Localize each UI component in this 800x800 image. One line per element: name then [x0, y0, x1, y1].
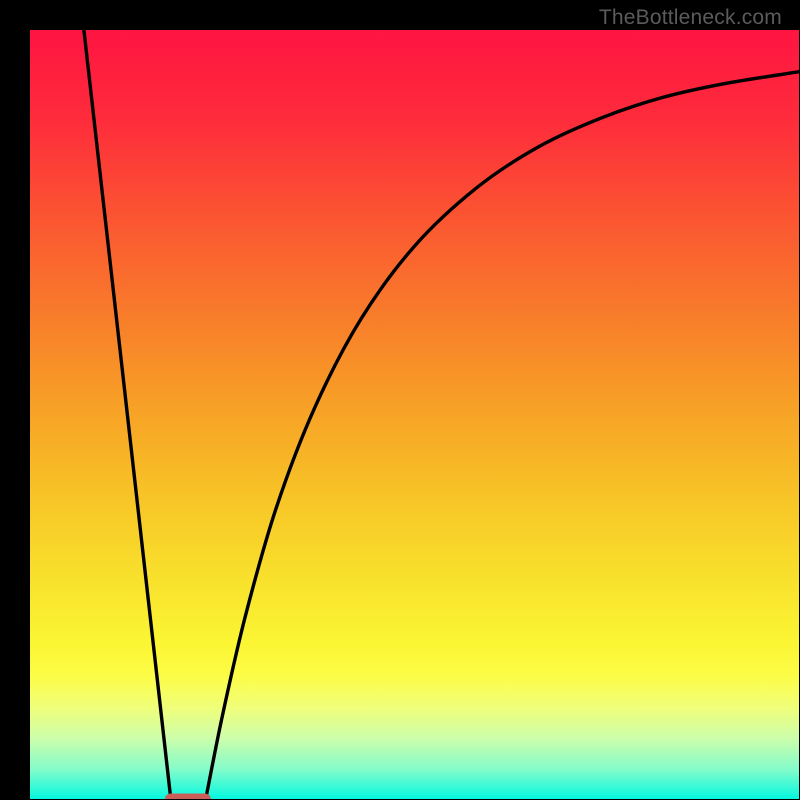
watermark-text: TheBottleneck.com	[599, 6, 782, 30]
chart-container: TheBottleneck.com	[0, 0, 800, 800]
plot-area	[0, 0, 800, 800]
heatmap-chart	[0, 0, 800, 800]
